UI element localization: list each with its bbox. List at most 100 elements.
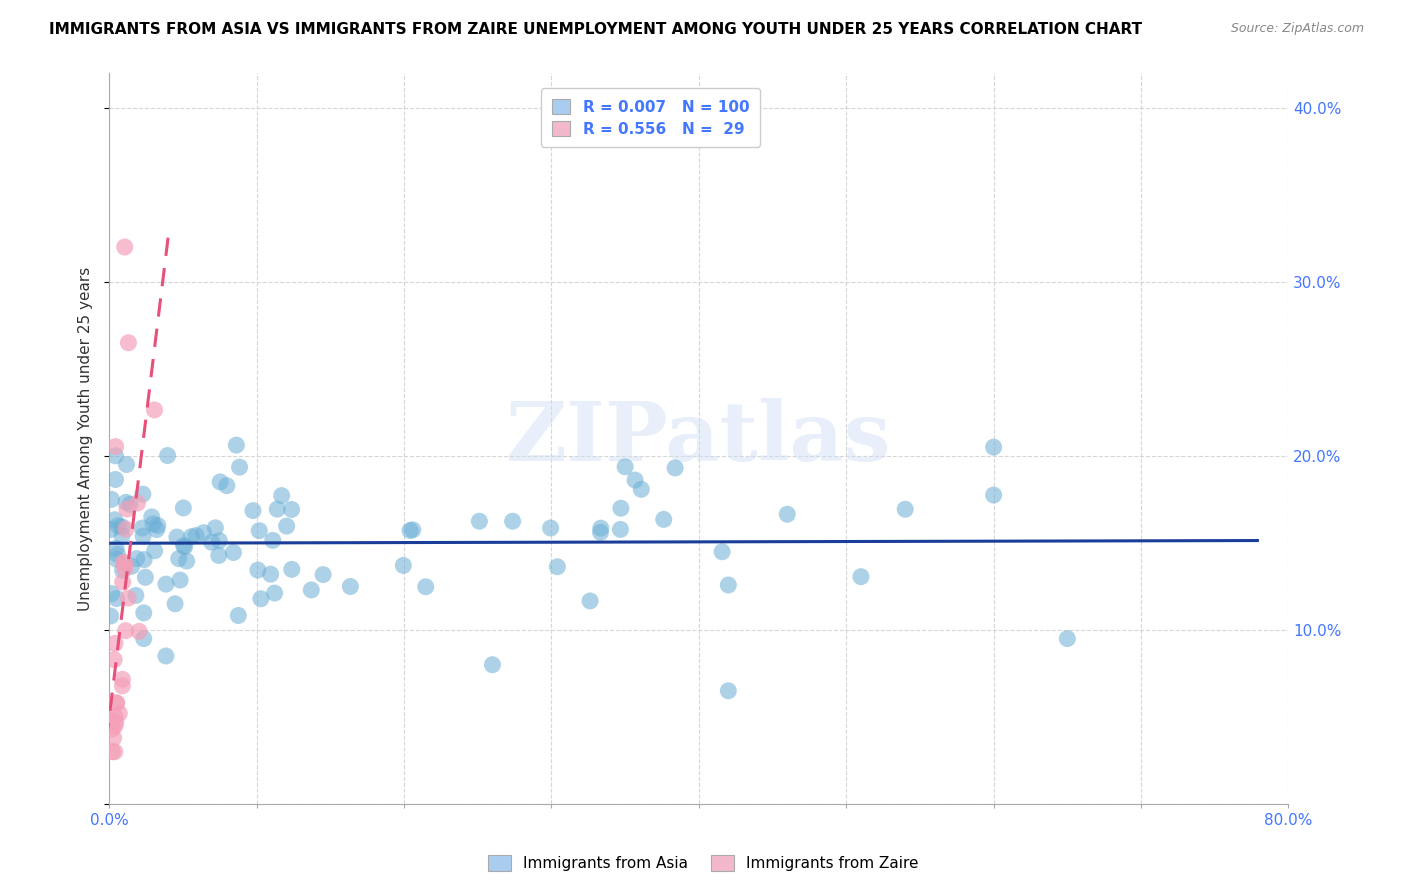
Point — [132, 632, 155, 646]
Point — [132, 529, 155, 543]
Point — [115, 522, 138, 536]
Point — [155, 577, 177, 591]
Point — [100, 586, 122, 600]
Point — [228, 608, 250, 623]
Point — [107, 518, 129, 533]
Point — [402, 523, 425, 537]
Point — [540, 521, 562, 535]
Point — [111, 679, 134, 693]
Point — [270, 489, 292, 503]
Point — [103, 731, 125, 745]
Point — [281, 562, 304, 576]
Text: Source: ZipAtlas.com: Source: ZipAtlas.com — [1230, 22, 1364, 36]
Point — [105, 552, 128, 566]
Point — [156, 449, 179, 463]
Point — [184, 528, 207, 542]
Point — [114, 562, 136, 576]
Text: IMMIGRANTS FROM ASIA VS IMMIGRANTS FROM ZAIRE UNEMPLOYMENT AMONG YOUTH UNDER 25 : IMMIGRANTS FROM ASIA VS IMMIGRANTS FROM … — [49, 22, 1142, 37]
Point — [208, 533, 231, 548]
Point — [104, 513, 127, 527]
Point — [134, 552, 156, 566]
Point — [115, 458, 138, 472]
Point — [114, 624, 136, 638]
Point — [664, 461, 686, 475]
Point — [100, 492, 122, 507]
Point — [208, 549, 231, 563]
Point — [172, 500, 194, 515]
Legend: R = 0.007   N = 100, R = 0.556   N =  29: R = 0.007 N = 100, R = 0.556 N = 29 — [541, 88, 761, 147]
Point — [165, 597, 187, 611]
Point — [100, 609, 122, 624]
Point — [111, 563, 134, 577]
Point — [630, 483, 652, 497]
Point — [100, 714, 122, 728]
Point — [717, 683, 740, 698]
Point — [610, 501, 633, 516]
Point — [176, 554, 198, 568]
Point — [132, 606, 155, 620]
Point — [104, 473, 127, 487]
Point — [399, 524, 422, 538]
Point — [225, 438, 247, 452]
Point — [201, 535, 224, 549]
Point — [105, 541, 128, 556]
Point — [100, 522, 122, 536]
Point — [104, 718, 127, 732]
Point — [228, 460, 250, 475]
Point — [266, 502, 288, 516]
Point — [114, 240, 136, 254]
Point — [246, 563, 269, 577]
Point — [125, 551, 148, 566]
Point — [104, 440, 127, 454]
Point — [983, 488, 1005, 502]
Point — [115, 495, 138, 509]
Point — [589, 521, 612, 535]
Point — [339, 580, 361, 594]
Point — [167, 551, 190, 566]
Point — [103, 652, 125, 666]
Point — [180, 530, 202, 544]
Point — [128, 624, 150, 639]
Point — [141, 510, 163, 524]
Point — [105, 696, 128, 710]
Point — [776, 508, 799, 522]
Point — [242, 503, 264, 517]
Point — [121, 559, 143, 574]
Point — [1056, 632, 1078, 646]
Point — [169, 573, 191, 587]
Point — [215, 478, 238, 492]
Point — [127, 496, 149, 510]
Point — [104, 636, 127, 650]
Point — [101, 722, 124, 736]
Point — [146, 518, 169, 533]
Legend: Immigrants from Asia, Immigrants from Zaire: Immigrants from Asia, Immigrants from Za… — [481, 849, 925, 877]
Point — [112, 555, 135, 569]
Point — [481, 657, 503, 672]
Point — [589, 525, 612, 540]
Point — [117, 591, 139, 606]
Point — [609, 523, 631, 537]
Point — [415, 580, 437, 594]
Point — [131, 521, 153, 535]
Point — [711, 545, 734, 559]
Point — [111, 574, 134, 589]
Point — [614, 459, 637, 474]
Point — [108, 706, 131, 721]
Point — [173, 540, 195, 554]
Point — [624, 473, 647, 487]
Point — [468, 514, 491, 528]
Point — [143, 544, 166, 558]
Point — [579, 594, 602, 608]
Point — [143, 403, 166, 417]
Y-axis label: Unemployment Among Youth under 25 years: Unemployment Among Youth under 25 years — [79, 267, 93, 610]
Point — [142, 516, 165, 531]
Point — [312, 567, 335, 582]
Point — [117, 335, 139, 350]
Point — [125, 589, 148, 603]
Point — [250, 591, 273, 606]
Point — [502, 514, 524, 528]
Point — [114, 557, 136, 571]
Point — [107, 548, 129, 562]
Point — [209, 475, 232, 489]
Point — [652, 512, 675, 526]
